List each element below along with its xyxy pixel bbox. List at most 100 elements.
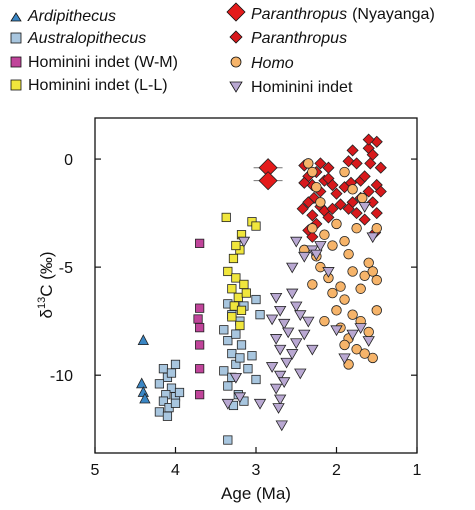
series-ardipithecus [136, 334, 151, 404]
legend-label-ardipithecus: Ardipithecus [27, 8, 116, 25]
data-point-australopithecus [223, 435, 233, 445]
data-point-paranthropus [362, 133, 375, 146]
data-point-hominini_wm [195, 390, 205, 400]
data-point-paranthropus [330, 187, 343, 200]
data-point-hominini_indet [277, 377, 291, 388]
legend-label-paranthropus-nyayanga-genus: Paranthropus [251, 6, 347, 23]
data-point-paranthropus [302, 196, 315, 209]
data-point-paranthropus [322, 161, 335, 174]
legend-item-paranthropus: Paranthropus [229, 30, 347, 47]
data-point-australopithecus [170, 359, 181, 369]
data-point-paranthropus [362, 185, 375, 198]
data-point-hominini_indet [294, 368, 307, 380]
data-point-homo [339, 294, 350, 305]
data-point-hominini_indet [282, 327, 295, 339]
data-point-hominini_indet [269, 334, 283, 345]
data-point-homo [339, 235, 350, 247]
data-point-hominini_indet [286, 349, 299, 360]
series-hominini_wm [193, 238, 205, 400]
data-point-hominini_wm [195, 303, 205, 313]
data-point-homo [357, 192, 368, 204]
data-point-australopithecus [243, 364, 253, 374]
data-point-australopithecus [219, 366, 229, 376]
data-point-australopithecus [158, 364, 169, 374]
data-point-homo [319, 315, 330, 327]
data-point-homo [363, 326, 374, 338]
data-point-homo [319, 229, 330, 240]
data-point-australopithecus [223, 336, 233, 346]
data-point-paranthropus [366, 196, 379, 209]
data-point-hominini_indet [330, 325, 343, 337]
data-point-hominini_ll [241, 288, 251, 298]
data-point-paranthropus [306, 230, 319, 243]
data-point-australopithecus [251, 294, 261, 305]
legend-marker-hominini-ll [10, 79, 22, 91]
legend-marker-australopithecus [10, 32, 22, 44]
data-point-homo [347, 309, 358, 320]
data-point-paranthropus [326, 202, 339, 215]
data-point-homo [307, 223, 318, 234]
legend-marker-hominini-indet [229, 81, 243, 93]
legend-item-paranthropus-nyayanga: Paranthropus (Nyayanga) [226, 2, 435, 23]
data-point-hominini_indet [298, 329, 311, 341]
series-australopithecus [154, 294, 265, 445]
data-point-paranthropus [334, 198, 347, 211]
data-point-hominini_ll [235, 320, 245, 331]
data-point-homo [343, 359, 354, 370]
data-point-hominini_ll [233, 292, 243, 302]
data-point-homo [359, 270, 370, 281]
data-point-hominini_indet [290, 301, 303, 313]
series-paranthropus [296, 133, 387, 243]
data-point-hominini_indet [290, 236, 303, 248]
data-point-paranthropus [364, 157, 377, 170]
data-point-hominini_wm [195, 323, 205, 333]
data-point-hominini_ll [221, 212, 231, 223]
data-point-homo [347, 184, 358, 195]
legend-label-hominini-indet: Hominini indet [251, 79, 353, 96]
y-tick-label: -10 [50, 368, 73, 385]
x-tick-label: 4 [171, 462, 180, 479]
data-point-paranthropus [326, 178, 339, 192]
axis-ticks: 5 4 3 2 1 0 -5 -10 [50, 152, 422, 479]
legend-label-hominini-wm: Hominini indet (W-M) [28, 54, 178, 71]
legend-marker-ardipithecus [10, 12, 22, 22]
y-axis-label: δ13C (‰) [36, 251, 56, 318]
data-point-homo [371, 223, 382, 234]
data-point-hominini_indet [273, 370, 287, 382]
data-point-australopithecus [174, 387, 185, 398]
data-point-hominini_indet [269, 383, 283, 395]
data-point-hominini_ll [228, 253, 239, 264]
legend-item-australopithecus: Australopithecus [10, 30, 146, 47]
data-point-hominini_indet [346, 329, 359, 341]
x-tick-label: 1 [413, 462, 422, 479]
data-point-paranthropus [314, 157, 327, 170]
y-axis-label-delta: δ [37, 309, 56, 318]
data-point-paranthropus_nyayanga [258, 171, 278, 191]
legend-label-paranthropus-nyayanga: Paranthropus (Nyayanga) [251, 6, 435, 23]
data-point-hominini_indet [286, 288, 299, 300]
data-point-homo [303, 158, 314, 169]
data-point-ardipithecus [137, 334, 149, 346]
data-point-hominini_indet [306, 344, 319, 356]
data-point-paranthropus [342, 202, 355, 215]
data-point-hominini_ll [223, 266, 233, 277]
data-point-australopithecus [247, 351, 257, 361]
data-point-hominini_indet [286, 262, 299, 274]
data-point-hominini_indet [366, 232, 379, 244]
data-point-australopithecus [235, 353, 245, 363]
data-point-homo [351, 223, 362, 234]
legend-item-hominini-indet: Hominini indet [229, 79, 353, 96]
data-point-hominini_ll [227, 284, 237, 294]
data-point-paranthropus [350, 157, 363, 170]
data-point-hominini_indet [298, 251, 311, 263]
data-point-paranthropus [358, 170, 371, 183]
data-point-hominini_indet [272, 403, 285, 414]
data-point-paranthropus [296, 202, 309, 215]
data-point-hominini_indet [265, 314, 279, 326]
data-point-hominini_indet [310, 249, 323, 261]
y-tick-label: 0 [64, 152, 73, 169]
legend-item-ardipithecus: Ardipithecus [10, 8, 116, 25]
data-point-paranthropus [374, 185, 387, 198]
data-point-hominini_indet [362, 336, 375, 347]
